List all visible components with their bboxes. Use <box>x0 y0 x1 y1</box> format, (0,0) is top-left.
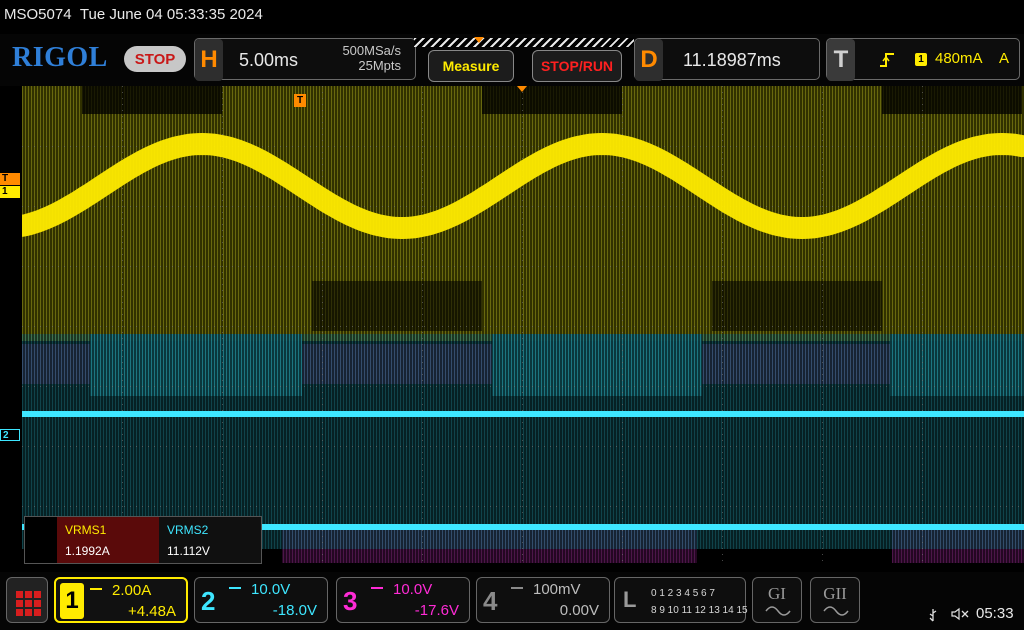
channel-1-panel[interactable]: 1 2.00A +4.48A <box>54 577 188 623</box>
dc-coupling-icon <box>90 588 102 594</box>
stop-run-button[interactable]: STOP/RUN <box>532 50 622 82</box>
dc-coupling-icon <box>229 587 241 593</box>
trigger-coupling: A <box>999 50 1010 67</box>
run-state-badge: STOP <box>124 46 186 72</box>
channel-2-panel[interactable]: 2 10.0V -18.0V <box>194 577 328 623</box>
delay-letter: D <box>635 39 663 81</box>
channel-3-panel[interactable]: 3 10.0V -17.6V <box>336 577 470 623</box>
channel-2-scale: 10.0V <box>251 581 291 598</box>
app-menu-icon[interactable] <box>6 577 48 623</box>
memory-position-marker <box>474 37 484 43</box>
rigol-logo: RIGOL <box>12 42 108 73</box>
run-state-label: STOP <box>134 50 176 68</box>
trigger-position-marker[interactable]: T <box>294 94 306 107</box>
model-datetime: MSO5074 Tue June 04 05:33:35 2024 <box>4 6 263 23</box>
ch2-waveform-line <box>22 411 1024 417</box>
delay-value: 11.18987ms <box>683 50 781 70</box>
usb-icon <box>929 609 937 622</box>
channel-4-number: 4 <box>483 586 498 616</box>
ch2-waveform-lower-line <box>22 524 1024 530</box>
top-toolbar: RIGOL STOP H 5.00ms 500MSa/s 25Mpts Meas… <box>0 34 1024 86</box>
channel-4-scale: 100mV <box>533 581 581 598</box>
horizontal-panel[interactable]: H 5.00ms 500MSa/s 25Mpts <box>194 38 416 81</box>
measurement-vrms2: VRMS2 11.112V <box>159 517 261 563</box>
measurement-label: VRMS1 <box>65 523 107 537</box>
channel-2-number: 2 <box>201 586 216 616</box>
generator-2-label: GII <box>823 584 847 603</box>
trigger-level: 480mA <box>935 50 983 67</box>
measurement-label: VRMS2 <box>167 523 209 537</box>
model-name: MSO5074 <box>4 6 72 23</box>
ch1-offset-marker[interactable]: 1 <box>0 186 20 198</box>
memory-depth: 25Mpts <box>358 58 401 73</box>
channel-3-offset: -17.6V <box>414 602 459 619</box>
rising-edge-icon <box>880 53 894 67</box>
channel-2-offset: -18.0V <box>272 602 317 619</box>
channel-4-panel[interactable]: 4 100mV 0.00V <box>476 577 610 623</box>
channel-3-number: 3 <box>343 586 358 616</box>
measurement-table[interactable]: VRMS1 1.1992A VRMS2 11.112V <box>24 516 262 564</box>
measurement-vrms1: VRMS1 1.1992A <box>57 517 159 563</box>
timebase-value: 5.00ms <box>239 50 299 70</box>
dc-coupling-icon <box>511 587 523 593</box>
center-marker <box>517 86 527 92</box>
title-bar: MSO5074 Tue June 04 05:33:35 2024 <box>0 0 1024 34</box>
measurement-value: 1.1992A <box>65 544 110 558</box>
speaker-muted-icon[interactable] <box>951 607 971 621</box>
ch1-waveform <box>22 132 1024 240</box>
dc-coupling-icon <box>371 587 383 593</box>
sine-wave-icon <box>823 606 849 616</box>
ch2-offset-marker[interactable]: 2 <box>0 429 20 441</box>
delay-panel[interactable]: D 11.18987ms <box>634 38 820 81</box>
bottom-bar: 1 2.00A +4.48A 2 10.0V -18.0V 3 10.0V -1… <box>0 572 1024 630</box>
channel-3-scale: 10.0V <box>393 581 433 598</box>
generator-2-button[interactable]: GII <box>810 577 860 623</box>
generator-1-label: GI <box>768 584 786 603</box>
logic-channels-row-1: 0 1 2 3 4 5 6 7 <box>651 588 715 599</box>
trigger-letter: T <box>827 39 855 81</box>
memory-position-bar <box>414 38 634 47</box>
logic-letter: L <box>623 587 637 612</box>
status-clock: 05:33 <box>976 605 1014 622</box>
generator-1-button[interactable]: GI <box>752 577 802 623</box>
measure-button[interactable]: Measure <box>428 50 514 82</box>
acquisition-info: 500MSa/s 25Mpts <box>342 43 401 73</box>
sample-rate: 500MSa/s <box>342 43 401 58</box>
date-time: Tue June 04 05:33:35 2024 <box>79 6 263 23</box>
measurement-value: 11.112V <box>167 544 210 558</box>
channel-1-number: 1 <box>60 583 84 619</box>
logic-analyzer-panel[interactable]: L 0 1 2 3 4 5 6 7 8 9 10 11 12 13 14 15 <box>614 577 748 623</box>
trigger-panel[interactable]: T 1 480mA A <box>826 38 1020 81</box>
sine-wave-icon <box>765 606 791 616</box>
channel-4-offset: 0.00V <box>559 602 599 619</box>
channel-1-scale: 2.00A <box>112 582 152 599</box>
waveform-display[interactable]: T <box>22 86 1024 563</box>
trigger-source: 1 <box>915 53 927 66</box>
logic-channels-row-2: 8 9 10 11 12 13 14 15 <box>651 605 748 616</box>
horizontal-letter: H <box>195 39 223 81</box>
waveform-canvas <box>22 86 1024 563</box>
trigger-level-marker[interactable]: T <box>0 173 20 185</box>
channel-1-offset: +4.48A <box>128 603 176 620</box>
